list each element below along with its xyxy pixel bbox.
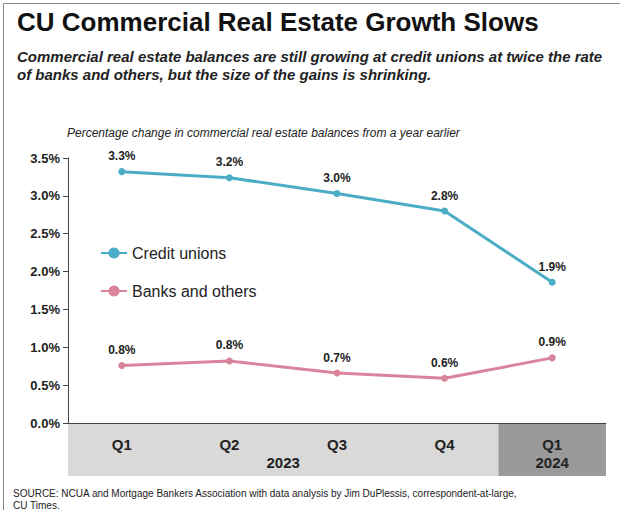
svg-text:0.8%: 0.8% [216, 338, 244, 352]
svg-text:Credit unions: Credit unions [132, 245, 226, 262]
svg-text:Q2: Q2 [219, 436, 239, 453]
svg-text:1.5%: 1.5% [30, 302, 60, 317]
svg-text:CU Commercial Real Estate Grow: CU Commercial Real Estate Growth Slows [17, 7, 539, 37]
svg-text:0.9%: 0.9% [539, 335, 567, 349]
svg-text:3.5%: 3.5% [30, 151, 60, 166]
svg-text:0.0%: 0.0% [30, 416, 60, 431]
svg-text:Q1: Q1 [542, 436, 562, 453]
svg-text:Commercial real estate balance: Commercial real estate balances are stil… [17, 48, 606, 65]
svg-text:2.0%: 2.0% [30, 264, 60, 279]
svg-text:2024: 2024 [536, 454, 570, 471]
svg-text:Q1: Q1 [112, 436, 132, 453]
svg-text:2023: 2023 [267, 454, 300, 471]
svg-text:Q3: Q3 [327, 436, 347, 453]
svg-text:Percentage change in commercia: Percentage change in commercial real est… [67, 126, 461, 140]
svg-text:Banks and others: Banks and others [132, 283, 257, 300]
svg-text:3.0%: 3.0% [30, 188, 60, 203]
svg-text:0.6%: 0.6% [431, 356, 459, 370]
svg-text:1.0%: 1.0% [30, 340, 60, 355]
svg-text:3.3%: 3.3% [108, 149, 136, 163]
svg-text:2.5%: 2.5% [30, 226, 60, 241]
svg-text:0.7%: 0.7% [323, 351, 351, 365]
svg-text:CU Times.: CU Times. [13, 500, 60, 510]
svg-text:1.9%: 1.9% [539, 260, 567, 274]
svg-text:0.5%: 0.5% [30, 378, 60, 393]
svg-text:3.2%: 3.2% [216, 155, 244, 169]
svg-text:SOURCE: NCUA and Mortgage Bank: SOURCE: NCUA and Mortgage Bankers Associ… [13, 488, 519, 499]
svg-text:of banks and others, but the s: of banks and others, but the size of the… [17, 66, 431, 83]
svg-text:Q4: Q4 [435, 436, 456, 453]
svg-text:2.8%: 2.8% [431, 189, 459, 203]
svg-text:0.8%: 0.8% [108, 343, 136, 357]
svg-text:3.0%: 3.0% [323, 171, 351, 185]
